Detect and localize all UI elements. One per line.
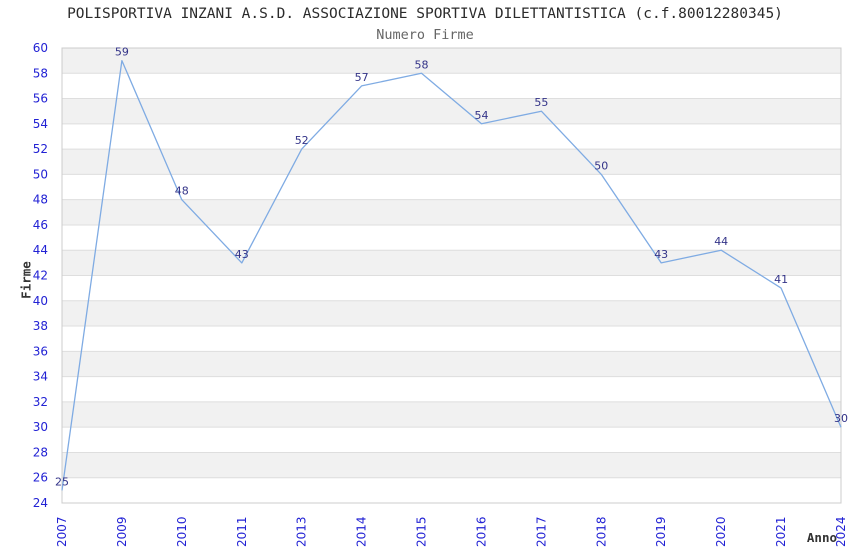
plot-band: [62, 199, 841, 225]
y-tick-label: 28: [33, 445, 48, 459]
plot-band: [62, 149, 841, 175]
plot-band: [62, 477, 841, 503]
x-tick-label: 2020: [714, 516, 728, 547]
plot-band: [62, 48, 841, 74]
plot-band: [62, 300, 841, 327]
y-tick-label: 46: [33, 218, 48, 232]
chart-subtitle: Numero Firme: [376, 27, 474, 43]
point-label: 25: [55, 475, 69, 488]
plot-band: [62, 401, 841, 428]
point-label: 41: [774, 273, 788, 286]
plot-band: [62, 98, 841, 124]
point-label: 44: [714, 235, 728, 248]
y-tick-label: 40: [33, 294, 48, 308]
plot-band: [62, 376, 841, 402]
series-line: [61, 59, 842, 491]
y-tick-label: 48: [33, 193, 48, 207]
y-tick-label: 50: [33, 167, 48, 181]
point-label: 57: [355, 71, 369, 84]
plot-band: [62, 326, 841, 352]
plot-band: [62, 250, 841, 276]
x-tick-label: 2015: [415, 516, 429, 547]
x-tick-label: 2019: [654, 516, 668, 547]
point-label: 43: [235, 248, 249, 261]
x-tick-label: 2010: [175, 516, 189, 547]
y-tick-label: 24: [33, 496, 48, 510]
y-tick-label: 38: [33, 319, 48, 333]
y-tick-label: 26: [33, 471, 48, 485]
x-tick-label: 2024: [834, 516, 848, 547]
plot-band: [62, 351, 841, 377]
plot-border: [61, 47, 842, 504]
plot-band: [62, 174, 841, 200]
x-tick-label: 2018: [594, 516, 608, 547]
y-tick-label: 34: [33, 370, 48, 384]
point-label: 30: [834, 412, 848, 425]
y-tick-label: 44: [33, 243, 48, 257]
plot-band: [62, 73, 841, 99]
x-tick-label: 2009: [115, 516, 129, 547]
y-tick-label: 42: [33, 269, 48, 283]
y-tick-label: 60: [33, 41, 48, 55]
y-tick-label: 56: [33, 92, 48, 106]
plot-band: [62, 275, 841, 301]
point-label: 54: [475, 109, 489, 122]
point-label: 48: [175, 185, 189, 198]
y-tick-label: 32: [33, 395, 48, 409]
x-tick-label: 2011: [235, 516, 249, 547]
x-tick-label: 2007: [55, 516, 69, 547]
x-tick-label: 2016: [475, 516, 489, 547]
point-label: 58: [415, 58, 429, 71]
plot-band: [62, 452, 841, 478]
x-tick-label: 2017: [534, 516, 548, 547]
x-tick-label: 2013: [295, 516, 309, 547]
y-tick-label: 58: [33, 66, 48, 80]
plot-band: [62, 224, 841, 251]
y-tick-label: 54: [33, 117, 48, 131]
y-tick-label: 36: [33, 344, 48, 358]
point-label: 59: [115, 46, 129, 59]
point-label: 43: [654, 248, 668, 261]
y-tick-label: 30: [33, 420, 48, 434]
point-label: 50: [594, 159, 608, 172]
point-label: 52: [295, 134, 309, 147]
x-tick-label: 2021: [774, 516, 788, 547]
x-axis-title: Anno: [806, 530, 837, 545]
plot-band: [62, 123, 841, 150]
x-tick-label: 2014: [355, 516, 369, 547]
point-label: 55: [534, 96, 548, 109]
y-tick-label: 52: [33, 142, 48, 156]
plot-band: [62, 427, 841, 453]
chart-title: POLISPORTIVA INZANI A.S.D. ASSOCIAZIONE …: [67, 6, 783, 22]
